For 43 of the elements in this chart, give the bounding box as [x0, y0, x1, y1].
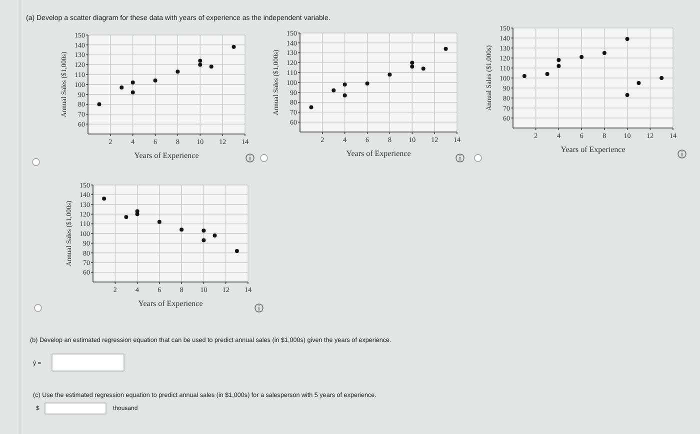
point [342, 82, 347, 86]
point [130, 90, 135, 94]
point [410, 64, 414, 69]
point [545, 72, 550, 76]
point [660, 76, 664, 80]
point [232, 44, 236, 49]
point [625, 93, 630, 97]
point [342, 93, 347, 98]
point [97, 102, 102, 106]
point [421, 66, 426, 71]
point [198, 58, 202, 63]
x-axis-title: Years of Experience [134, 151, 200, 160]
point [124, 215, 128, 220]
point [556, 64, 561, 68]
point [202, 238, 206, 242]
point [309, 105, 314, 110]
point [176, 70, 180, 74]
x-axis-title: Years of Experience [138, 299, 204, 308]
point [209, 64, 214, 69]
point [522, 74, 526, 78]
point [625, 37, 630, 41]
point [234, 248, 239, 253]
point [365, 81, 370, 86]
point [198, 62, 202, 67]
point [120, 85, 124, 90]
point [636, 81, 641, 85]
point [180, 228, 184, 232]
point [102, 196, 106, 201]
point [332, 88, 336, 92]
point [212, 233, 217, 238]
point [153, 78, 158, 83]
point [388, 72, 392, 77]
point [602, 51, 606, 55]
point [202, 228, 206, 233]
point [130, 80, 135, 85]
point [135, 212, 140, 216]
x-axis-title: Years of Experience [560, 145, 626, 154]
point [556, 58, 561, 62]
point [410, 60, 414, 65]
point [157, 220, 162, 224]
point [444, 46, 448, 51]
x-axis-title: Years of Experience [346, 149, 412, 158]
point [580, 55, 584, 59]
